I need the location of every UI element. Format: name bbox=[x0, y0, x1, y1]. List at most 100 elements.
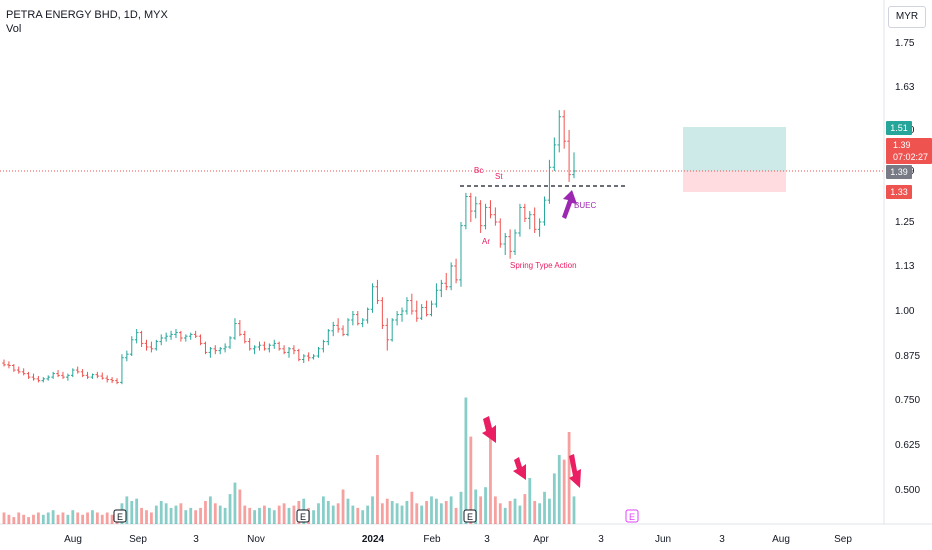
volume-bar bbox=[32, 514, 35, 524]
candle bbox=[478, 200, 483, 233]
volume-bar bbox=[145, 510, 148, 524]
volume-bar bbox=[474, 489, 478, 524]
volume-bar bbox=[513, 498, 517, 524]
candle bbox=[242, 330, 247, 344]
candle bbox=[80, 369, 85, 378]
time-axis[interactable]: Aug Sep 3 Nov 2024 Feb 3 Apr 3 Jun 3 Aug Sep bbox=[64, 534, 852, 545]
candle bbox=[287, 347, 291, 358]
candle bbox=[562, 110, 566, 149]
volume-bar bbox=[430, 496, 433, 524]
earnings-marker-label: E bbox=[117, 512, 123, 522]
volume-bar bbox=[238, 489, 242, 524]
volume-bar bbox=[405, 501, 409, 524]
volume-bar bbox=[159, 501, 163, 524]
stop-zone[interactable] bbox=[683, 171, 786, 192]
volume-bar bbox=[51, 510, 55, 524]
candle bbox=[439, 279, 444, 298]
price-label-current: 1.39 07:02:27 bbox=[886, 138, 932, 164]
volume-bar bbox=[552, 473, 556, 524]
candle bbox=[129, 336, 134, 356]
volume-bar bbox=[95, 512, 99, 524]
earnings-marker[interactable]: E bbox=[113, 509, 127, 523]
volume-bar bbox=[66, 514, 70, 524]
candle bbox=[459, 222, 463, 287]
volume-bar bbox=[493, 496, 497, 524]
annotation-st: St bbox=[495, 172, 503, 181]
volume-bar bbox=[282, 503, 286, 524]
candle bbox=[16, 366, 21, 374]
candle bbox=[31, 373, 36, 381]
price-tick-label: 0.500 bbox=[895, 485, 920, 496]
currency-button[interactable]: MYR bbox=[888, 6, 926, 28]
volume-bars bbox=[2, 397, 576, 524]
volume-bar bbox=[469, 436, 473, 524]
candle bbox=[414, 300, 419, 322]
time-tick-label: 3 bbox=[484, 534, 490, 545]
candle bbox=[297, 348, 301, 362]
time-tick-label: Jun bbox=[655, 534, 671, 545]
volume-bar bbox=[312, 510, 315, 524]
volume-bar bbox=[258, 507, 261, 524]
candle bbox=[537, 218, 542, 237]
volume-bar bbox=[425, 501, 428, 524]
candle bbox=[213, 345, 218, 355]
candle bbox=[26, 371, 31, 379]
earnings-marker-label: E bbox=[467, 512, 473, 522]
earnings-marker[interactable]: E bbox=[463, 509, 477, 523]
volume-bar bbox=[346, 498, 350, 524]
volume-bar bbox=[528, 478, 532, 524]
volume-bar bbox=[484, 487, 487, 524]
risk-reward-zones[interactable] bbox=[683, 127, 786, 192]
volume-bar bbox=[179, 503, 183, 524]
candle bbox=[149, 341, 154, 353]
volume-indicator-label[interactable]: Vol bbox=[6, 23, 22, 35]
candle bbox=[164, 332, 168, 342]
volume-bar bbox=[503, 507, 507, 524]
candle bbox=[483, 203, 488, 230]
candle bbox=[257, 341, 262, 351]
volume-bar bbox=[331, 505, 335, 524]
candle bbox=[66, 373, 70, 381]
candle bbox=[405, 297, 409, 315]
volume-bar bbox=[454, 507, 458, 524]
target-zone[interactable] bbox=[683, 127, 786, 171]
price-axis[interactable]: 1.751.631.501.391.251.131.000.8750.7500.… bbox=[895, 38, 920, 496]
candle bbox=[454, 258, 458, 284]
earnings-marker-upcoming[interactable]: E bbox=[625, 509, 639, 523]
volume-bar bbox=[110, 514, 114, 524]
earnings-marker-label: E bbox=[300, 512, 306, 522]
candle bbox=[444, 272, 449, 291]
price-tick-label: 1.00 bbox=[895, 306, 915, 317]
candle bbox=[385, 318, 390, 351]
candle bbox=[70, 368, 75, 378]
current-price-text: 1.39 bbox=[893, 140, 911, 150]
volume-bar bbox=[140, 507, 143, 524]
volume-bar bbox=[435, 498, 438, 524]
candle bbox=[301, 354, 306, 364]
volume-bar bbox=[321, 496, 325, 524]
volume-bar bbox=[439, 503, 443, 524]
candle bbox=[223, 343, 227, 353]
volume-bar bbox=[130, 501, 134, 524]
candle bbox=[277, 341, 281, 351]
candle bbox=[464, 192, 468, 230]
candle bbox=[115, 378, 119, 385]
candle bbox=[390, 318, 394, 342]
volume-bar bbox=[380, 503, 384, 524]
earnings-marker[interactable]: E bbox=[296, 509, 310, 523]
candle bbox=[503, 233, 508, 255]
candle bbox=[326, 329, 331, 346]
time-tick-label: 2024 bbox=[362, 534, 385, 545]
volume-bar bbox=[410, 491, 414, 524]
volume-bar bbox=[420, 505, 424, 524]
candle bbox=[424, 300, 429, 317]
volume-bar bbox=[267, 507, 271, 524]
candle bbox=[523, 203, 527, 222]
candle bbox=[311, 354, 316, 360]
price-tick-label: 1.75 bbox=[895, 38, 915, 49]
candle bbox=[493, 207, 498, 226]
volume-bar bbox=[184, 510, 188, 524]
candle bbox=[488, 200, 493, 219]
candle bbox=[252, 345, 257, 355]
